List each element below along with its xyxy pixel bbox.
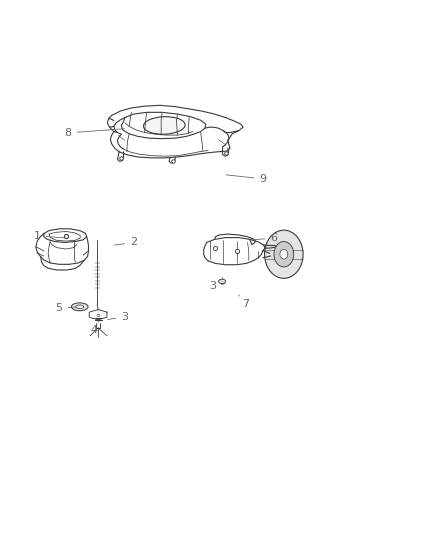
- Text: 6: 6: [250, 233, 277, 243]
- Ellipse shape: [219, 279, 226, 284]
- Ellipse shape: [71, 303, 88, 311]
- Ellipse shape: [280, 249, 288, 259]
- Ellipse shape: [76, 305, 84, 309]
- Text: 7: 7: [239, 295, 249, 309]
- Text: 2: 2: [114, 237, 137, 247]
- Text: 1: 1: [34, 231, 65, 241]
- Text: 3: 3: [108, 312, 128, 322]
- Text: 8: 8: [64, 128, 124, 138]
- Text: 9: 9: [226, 174, 266, 184]
- Text: 5: 5: [56, 303, 78, 313]
- Ellipse shape: [265, 230, 303, 278]
- Text: 4: 4: [91, 321, 99, 335]
- Text: 3: 3: [209, 281, 225, 291]
- Ellipse shape: [144, 117, 185, 134]
- Ellipse shape: [274, 241, 293, 267]
